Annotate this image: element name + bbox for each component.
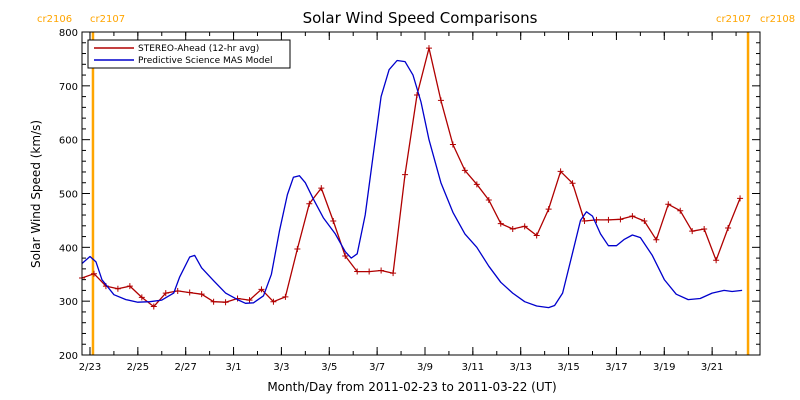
data-point-marker [318,185,325,192]
x-tick-label: 3/21 [701,362,723,373]
data-point-marker [665,201,672,208]
data-point-marker [330,217,337,224]
x-tick-label: 2/25 [127,362,149,373]
data-point-marker [581,217,588,224]
x-tick-label: 3/11 [462,362,484,373]
y-tick-label: 400 [59,243,78,254]
data-point-marker [222,299,229,306]
data-point-marker [509,226,516,233]
x-tick-label: 3/1 [226,362,242,373]
data-point-marker [114,285,121,292]
data-point-marker [641,217,648,224]
data-point-marker [342,252,349,259]
y-tick-label: 300 [59,297,78,308]
x-tick-label: 3/7 [369,362,385,373]
carrington-label-right-2: cr2108 [760,14,795,25]
data-point-marker [210,298,217,305]
data-point-marker [425,45,432,52]
y-tick-label: 700 [59,82,78,93]
y-tick-label: 200 [59,351,78,362]
y-axis-title: Solar Wind Speed (km/s) [29,120,43,268]
data-point-marker [521,223,528,230]
data-point-marker [390,270,397,277]
data-point-marker [138,294,145,301]
carrington-label-left-1: cr2106 [37,14,72,25]
data-point-marker [629,213,636,220]
data-point-marker [90,270,97,277]
data-point-marker [186,289,193,296]
data-point-marker [617,216,624,223]
x-tick-label: 3/17 [605,362,627,373]
data-point-marker [174,287,181,294]
series-line-stereo [81,47,741,308]
data-point-marker [354,268,361,275]
data-point-marker [294,245,301,252]
data-point-marker [557,168,564,175]
legend-label-stereo: STEREO-Ahead (12-hr avg) [138,44,259,54]
x-tick-label: 3/19 [653,362,675,373]
x-tick-label: 3/15 [557,362,579,373]
data-point-marker [473,181,480,188]
data-point-marker [198,291,205,298]
carrington-label-right-1: cr2107 [90,14,125,25]
data-point-marker [545,206,552,213]
data-point-marker [569,180,576,187]
data-point-marker [713,257,720,264]
data-point-marker [449,141,456,148]
data-point-marker [653,236,660,243]
data-point-marker [150,303,157,310]
data-point-marker [282,293,289,300]
data-point-marker [689,228,696,235]
data-point-marker [677,207,684,214]
x-tick-label: 2/23 [79,362,101,373]
carrington-markers [91,32,750,355]
data-point-marker [270,298,277,305]
series-layer [79,45,744,310]
y-tick-label: 600 [59,136,78,147]
data-point-marker [725,224,732,231]
data-point-marker [485,196,492,203]
data-point-marker [437,97,444,104]
y-tick-label: 500 [59,190,78,201]
data-point-marker [533,232,540,239]
x-tick-label: 3/5 [321,362,337,373]
data-point-marker [605,216,612,223]
data-point-marker [378,267,385,274]
y-tick-label: 800 [59,28,78,39]
data-point-marker [306,200,313,207]
carrington-label-left-2: cr2107 [716,14,751,25]
chart-title: Solar Wind Speed Comparisons [303,9,538,27]
x-axis-title: Month/Day from 2011-02-23 to 2011-03-22 … [267,380,556,394]
legend-box [87,39,291,69]
data-point-marker [461,167,468,174]
tick-labels: 2/23 2/25 2/27 3/1 3/3 3/5 3/7 3/9 3/11 3/13 3/15 3… [59,28,723,373]
data-point-marker [162,290,169,297]
legend: STEREO-Ahead (12-hr avg) Predictive Scie… [87,39,291,69]
data-point-marker [246,297,253,304]
x-tick-label: 3/9 [417,362,433,373]
x-tick-label: 2/27 [174,362,196,373]
x-tick-label: 3/13 [509,362,531,373]
data-point-marker [258,286,265,293]
plot-frame [81,31,761,356]
legend-label-model: Predictive Science MAS Model [138,56,273,66]
data-point-marker [366,268,373,275]
data-point-marker [126,283,133,290]
series-line-model [81,59,743,309]
data-point-marker [497,220,504,227]
data-point-marker [701,226,708,233]
x-tick-label: 3/3 [273,362,289,373]
data-point-marker [737,195,744,202]
data-point-marker [402,171,409,178]
